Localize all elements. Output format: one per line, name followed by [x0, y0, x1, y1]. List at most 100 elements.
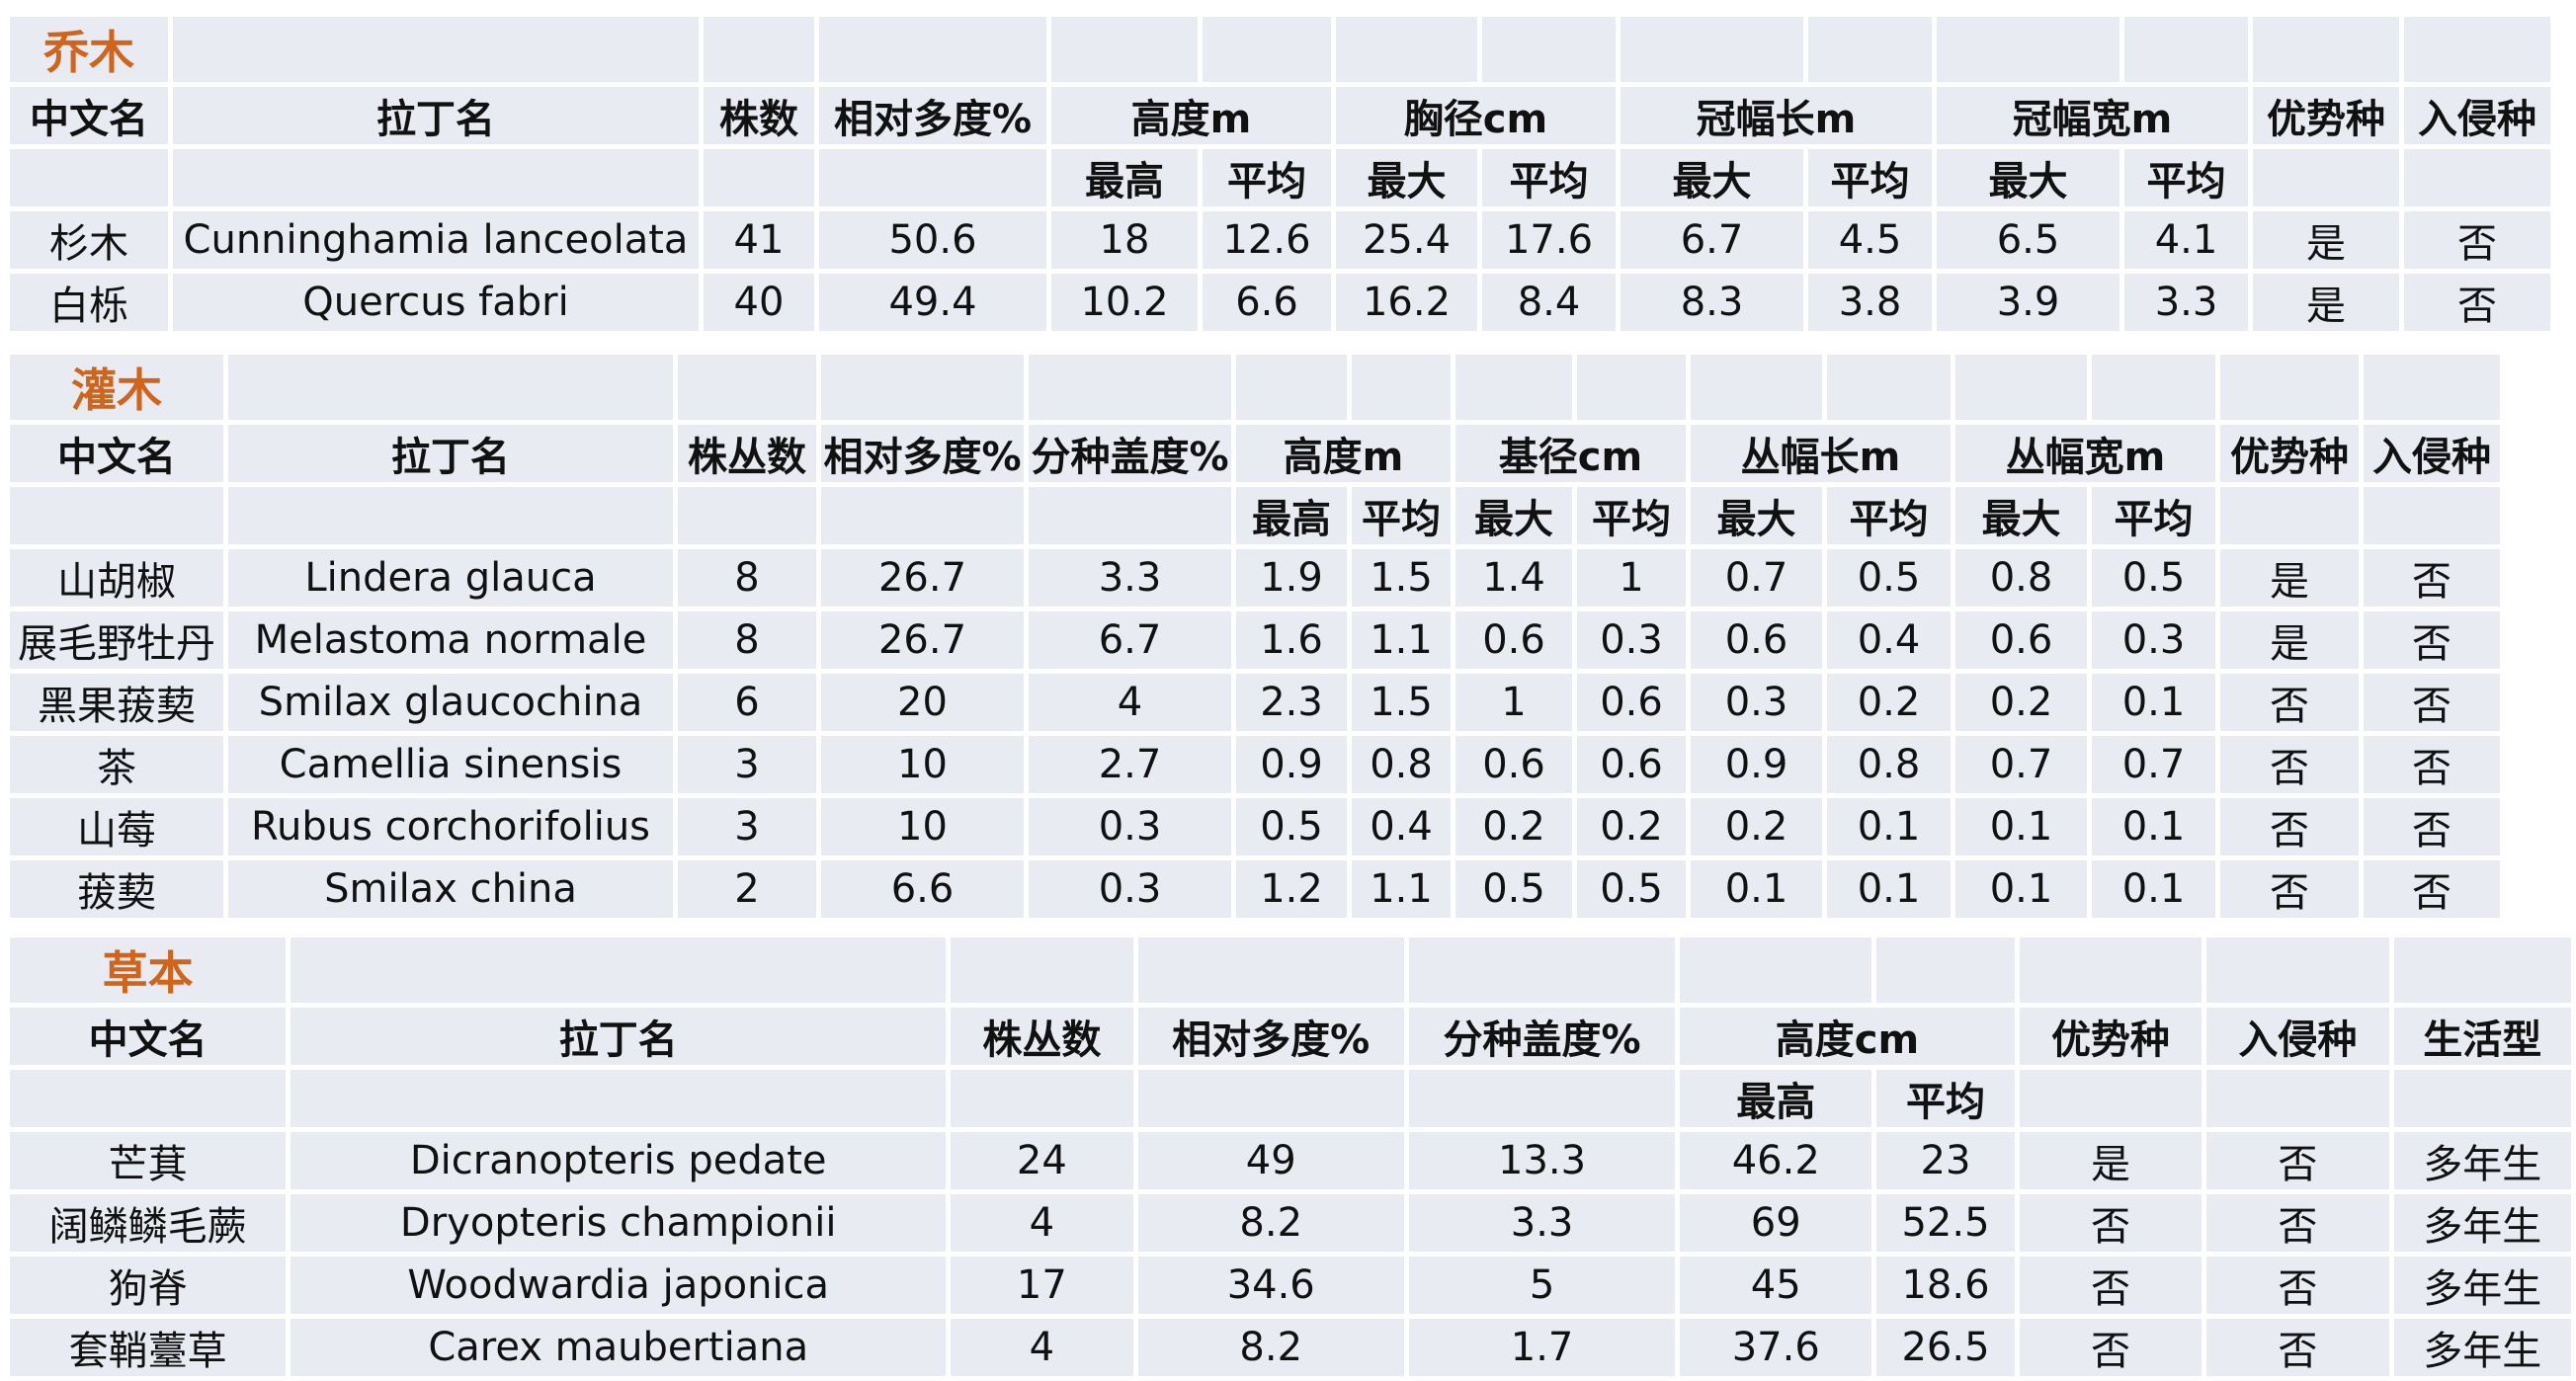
shrub-header-clump-width: 丛幅宽m	[1955, 425, 2215, 482]
shrub-cell: 茶	[10, 736, 223, 793]
shrub-cell: 否	[2220, 736, 2359, 793]
shrub-cell: 否	[2364, 674, 2500, 731]
shrub-cell: 1.1	[1352, 611, 1451, 669]
tree-header-chinese-name: 中文名	[10, 87, 168, 144]
shrub-row: 山莓 Rubus corchorifolius 3 10 0.3 0.5 0.4 0.2 0.2…	[10, 798, 2500, 855]
shrub-cell: 0.7	[1691, 549, 1822, 607]
shrub-header-height: 高度m	[1236, 425, 1451, 482]
tree-cell: 41	[704, 211, 814, 269]
shrub-cell: 是	[2220, 611, 2359, 669]
herb-sub-height-avg: 平均	[1876, 1070, 2015, 1127]
shrub-cell: 10	[821, 736, 1024, 793]
shrub-cell: 0.9	[1691, 736, 1822, 793]
tree-subheader-row: 最高 平均 最大 平均 最大 平均 最大 平均	[10, 149, 2550, 206]
tree-cell: 否	[2404, 211, 2550, 269]
tree-cell: 4.5	[1808, 211, 1932, 269]
shrub-cell: 山胡椒	[10, 549, 223, 607]
shrub-cell: 4	[1029, 674, 1231, 731]
herb-header-life-form: 生活型	[2393, 1008, 2571, 1065]
shrub-row: 黑果菝葜 Smilax glaucochina 6 20 4 2.3 1.5 1 0.6 0.3 0…	[10, 674, 2500, 731]
shrub-cell: 0.1	[2092, 674, 2215, 731]
shrub-cell: 0.4	[1827, 611, 1951, 669]
tree-table: 乔木 中文名 拉丁名 株数 相对多度% 高度m 胸径cm 冠幅长m 冠幅宽m 优…	[5, 12, 2555, 336]
herb-section: 草本 中文名 拉丁名 株丛数 相对多度% 分种盖度% 高度cm 优势种 入侵种 …	[5, 933, 2576, 1381]
shrub-section-title: 灌木	[10, 355, 223, 420]
herb-cell: 狗脊	[10, 1257, 287, 1314]
shrub-cell: 否	[2220, 860, 2359, 918]
herb-cell: 34.6	[1137, 1257, 1404, 1314]
tree-sub-height-max: 最高	[1051, 149, 1198, 206]
shrub-cell: 0.2	[1455, 798, 1572, 855]
herb-title-row: 草本	[10, 937, 2571, 1003]
shrub-cell: 1.9	[1236, 549, 1347, 607]
tree-section: 乔木 中文名 拉丁名 株数 相对多度% 高度m 胸径cm 冠幅长m 冠幅宽m 优…	[5, 12, 2555, 336]
shrub-cell: 0.9	[1236, 736, 1347, 793]
shrub-cell: 0.6	[1577, 736, 1686, 793]
herb-cell: 否	[2206, 1319, 2389, 1376]
tree-body: 杉木 Cunninghamia lanceolata 41 50.6 18 12.6 25.…	[10, 211, 2550, 331]
shrub-section: 灌木 中文名 拉丁名 株丛数 相对多度% 分种盖度% 高度m 基径cm 丛幅长m…	[5, 350, 2505, 923]
shrub-cell: 1.2	[1236, 860, 1347, 918]
shrub-cell: 0.3	[1029, 860, 1231, 918]
shrub-sub-clumplen-avg: 平均	[1827, 487, 1951, 544]
shrub-cell: 1.5	[1352, 674, 1451, 731]
shrub-cell: 否	[2364, 798, 2500, 855]
shrub-cell: Lindera glauca	[228, 549, 673, 607]
shrub-sub-clumpwid-max: 最大	[1955, 487, 2087, 544]
shrub-cell: 0.4	[1352, 798, 1451, 855]
herb-header-dominant: 优势种	[2019, 1008, 2202, 1065]
shrub-cell: 否	[2364, 611, 2500, 669]
shrub-title-row: 灌木	[10, 355, 2500, 420]
herb-cell: 多年生	[2393, 1257, 2571, 1314]
herb-cell: 52.5	[1876, 1194, 2015, 1252]
herb-cell: Dryopteris championii	[291, 1194, 947, 1252]
herb-cell: 否	[2019, 1319, 2202, 1376]
herb-section-title: 草本	[10, 937, 287, 1003]
tree-sub-crownwid-avg: 平均	[2124, 149, 2248, 206]
shrub-header-dominant: 优势种	[2220, 425, 2359, 482]
shrub-cell: 0.3	[1691, 674, 1822, 731]
shrub-cell: 0.7	[1955, 736, 2087, 793]
shrub-cell: 否	[2220, 798, 2359, 855]
tree-cell: 3.8	[1808, 274, 1932, 331]
herb-header-chinese-name: 中文名	[10, 1008, 287, 1065]
shrub-cell: 0.2	[1691, 798, 1822, 855]
shrub-header-invasive: 入侵种	[2364, 425, 2500, 482]
shrub-sub-height-avg: 平均	[1352, 487, 1451, 544]
shrub-cell: 6.7	[1029, 611, 1231, 669]
shrub-sub-clumpwid-avg: 平均	[2092, 487, 2215, 544]
shrub-cell: 1	[1455, 674, 1572, 731]
tree-header-dbh: 胸径cm	[1336, 87, 1616, 144]
herb-cell: 多年生	[2393, 1194, 2571, 1252]
shrub-body: 山胡椒 Lindera glauca 8 26.7 3.3 1.9 1.5 1.4 1 0.7 0.…	[10, 549, 2500, 918]
herb-cell: 46.2	[1680, 1132, 1872, 1189]
shrub-cell: 0.3	[1577, 611, 1686, 669]
shrub-cell: 0.6	[1455, 611, 1572, 669]
tree-header-crown-width: 冠幅宽m	[1937, 87, 2248, 144]
tree-cell: 6.6	[1203, 274, 1331, 331]
shrub-cell: 0.1	[2092, 860, 2215, 918]
herb-cell: 13.3	[1408, 1132, 1676, 1189]
tree-cell: 16.2	[1336, 274, 1477, 331]
shrub-cell: 0.8	[1827, 736, 1951, 793]
tree-cell: 否	[2404, 274, 2550, 331]
tree-section-title: 乔木	[10, 17, 168, 82]
tree-header-crown-length: 冠幅长m	[1620, 87, 1932, 144]
shrub-cell: Melastoma normale	[228, 611, 673, 669]
tree-cell: 10.2	[1051, 274, 1198, 331]
shrub-cell: 0.1	[1827, 860, 1951, 918]
shrub-cell: 0.1	[1827, 798, 1951, 855]
shrub-cell: 黑果菝葜	[10, 674, 223, 731]
shrub-subheader-row: 最高 平均 最大 平均 最大 平均 最大 平均	[10, 487, 2500, 544]
shrub-header-row: 中文名 拉丁名 株丛数 相对多度% 分种盖度% 高度m 基径cm 丛幅长m 丛幅…	[10, 425, 2500, 482]
herb-row: 芒萁 Dicranopteris pedate 24 49 13.3 46.2 23 是否多年…	[10, 1132, 2571, 1189]
herb-cell: 芒萁	[10, 1132, 287, 1189]
shrub-sub-height-max: 最高	[1236, 487, 1347, 544]
herb-body: 芒萁 Dicranopteris pedate 24 49 13.3 46.2 23 是否多年…	[10, 1132, 2571, 1376]
herb-row: 阔鳞鳞毛蕨 Dryopteris championii 4 8.2 3.3 69 52.5 否…	[10, 1194, 2571, 1252]
shrub-cell: 否	[2220, 674, 2359, 731]
tree-cell: 3.3	[2124, 274, 2248, 331]
tree-cell: 25.4	[1336, 211, 1477, 269]
shrub-cell: 3.3	[1029, 549, 1231, 607]
shrub-sub-clumplen-max: 最大	[1691, 487, 1822, 544]
